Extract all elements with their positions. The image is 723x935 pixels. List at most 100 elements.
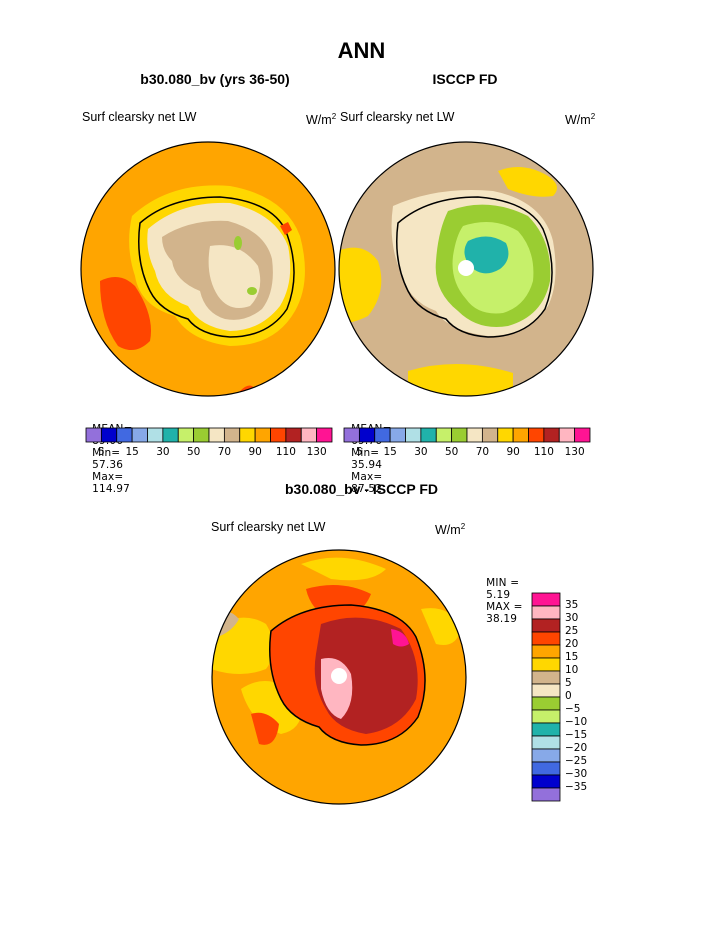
colorbar-swatch: [343, 427, 360, 443]
colorbar-swatch: [316, 427, 333, 443]
colorbar-swatch: [85, 427, 102, 443]
colorbar-swatch: [300, 427, 318, 443]
colorbar-swatch: [285, 427, 302, 443]
colorbar-tick-label: 15: [565, 651, 579, 663]
colorbar-swatch: [531, 748, 561, 763]
colorbar-tick-label: 15: [383, 446, 397, 458]
colorbar-swatch: [531, 644, 561, 659]
left-units: W/m2: [306, 112, 336, 127]
colorbar-swatch: [147, 427, 164, 443]
colorbar-tick-label: 30: [565, 612, 579, 624]
left-max-value: 114.97: [92, 483, 131, 495]
left-colorbar-ticks: 5 15 30 50 70 90 110 130: [86, 446, 332, 460]
colorbar-tick-label: −5: [565, 703, 581, 715]
colorbar-swatch: [223, 427, 241, 443]
difference-colorbar: [531, 592, 561, 802]
bottom-units-base: W/m: [435, 523, 461, 538]
left-subtitle: b30.080_bv (yrs 36-50): [140, 71, 290, 87]
colorbar-tick-label: 90: [506, 446, 520, 458]
colorbar-tick-label: 70: [217, 446, 232, 458]
colorbar-tick-label: 0: [565, 690, 572, 702]
bottom-max-label: MAX =: [486, 601, 523, 613]
right-colorbar-ticks: 5 15 30 50 70 90 110 130: [344, 446, 590, 460]
colorbar-tick-label: 90: [248, 446, 262, 458]
colorbar-tick-label: 15: [125, 446, 139, 458]
colorbar-swatch: [389, 427, 406, 443]
colorbar-swatch: [208, 427, 225, 443]
bottom-minmax: MIN = 5.19 MAX = 38.19: [479, 565, 523, 625]
bottom-subtitle: b30.080_bv - ISCCP FD: [284, 481, 439, 497]
colorbar-tick-label: 5: [565, 677, 572, 689]
bottom-variable-label: Surf clearsky net LW: [211, 520, 326, 534]
colorbar-swatch: [531, 709, 561, 724]
colorbar-swatch: [193, 427, 210, 443]
left-max-label: Max=: [92, 471, 124, 483]
colorbar-swatch: [531, 774, 561, 789]
colorbar-swatch: [116, 427, 133, 443]
colorbar-swatch: [531, 592, 561, 607]
colorbar-swatch: [512, 427, 529, 443]
bottom-min-label: MIN =: [486, 577, 520, 589]
colorbar-swatch: [420, 427, 437, 443]
colorbar-tick-label: 5: [356, 446, 363, 458]
colorbar-swatch: [543, 427, 560, 443]
colorbar-tick-label: 5: [98, 446, 105, 458]
colorbar-swatch: [531, 722, 561, 737]
right-max-label: Max=: [351, 471, 383, 483]
bottom-min-value: 5.19: [486, 589, 511, 601]
colorbar-swatch: [270, 427, 287, 443]
colorbar-tick-label: 50: [444, 446, 459, 458]
left-units-sup: 2: [331, 112, 337, 121]
colorbar-swatch: [531, 787, 561, 802]
colorbar-swatch: [466, 427, 483, 443]
colorbar-swatch: [162, 427, 179, 443]
colorbar-swatch: [574, 427, 591, 443]
left-min-label: Min=: [92, 447, 121, 459]
colorbar-swatch: [131, 427, 148, 443]
colorbar-swatch: [405, 427, 422, 443]
colorbar-swatch: [239, 427, 256, 443]
left-polar-map: [80, 141, 336, 397]
colorbar-swatch: [531, 618, 561, 633]
colorbar-tick-label: 10: [565, 664, 579, 676]
colorbar-tick-label: 30: [414, 446, 428, 458]
bottom-max-value: 38.19: [486, 613, 518, 625]
colorbar-tick-label: 110: [533, 446, 554, 458]
left-units-base: W/m: [306, 113, 332, 128]
colorbar-tick-label: 25: [565, 625, 579, 637]
colorbar-swatch: [100, 427, 118, 443]
figure-title: ANN: [337, 38, 386, 63]
right-max-value: 87.52: [351, 483, 383, 495]
left-colorbar: [85, 427, 333, 443]
colorbar-swatch: [531, 670, 561, 685]
colorbar-tick-label: −30: [565, 768, 588, 780]
colorbar-swatch: [531, 735, 561, 750]
colorbar-swatch: [358, 427, 376, 443]
colorbar-tick-label: 130: [564, 446, 585, 458]
colorbar-swatch: [497, 427, 514, 443]
colorbar-tick-label: 35: [565, 599, 579, 611]
colorbar-swatch: [254, 427, 271, 443]
colorbar-swatch: [451, 427, 468, 443]
colorbar-tick-label: 70: [475, 446, 490, 458]
colorbar-tick-label: −10: [565, 716, 588, 728]
right-min-value: 35.94: [351, 459, 383, 471]
bottom-units: W/m2: [435, 522, 465, 537]
colorbar-tick-label: 50: [186, 446, 201, 458]
left-variable-label: Surf clearsky net LW: [82, 110, 197, 124]
colorbar-swatch: [481, 427, 499, 443]
right-units: W/m2: [565, 112, 595, 127]
colorbar-tick-label: −15: [565, 729, 588, 741]
colorbar-tick-label: 20: [565, 638, 579, 650]
right-min-label: Min=: [351, 447, 380, 459]
colorbar-swatch: [528, 427, 545, 443]
right-units-base: W/m: [565, 113, 591, 128]
colorbar-swatch: [374, 427, 391, 443]
colorbar-tick-label: −25: [565, 755, 588, 767]
difference-polar-map: [211, 549, 467, 805]
colorbar-swatch: [531, 696, 561, 711]
colorbar-swatch: [177, 427, 195, 443]
colorbar-tick-label: 110: [275, 446, 296, 458]
difference-colorbar-ticks: 35 30 25 20 15 10 5 0 −5 −10 −15 −20 −25 −30 −35: [565, 593, 615, 801]
colorbar-tick-label: −20: [565, 742, 588, 754]
